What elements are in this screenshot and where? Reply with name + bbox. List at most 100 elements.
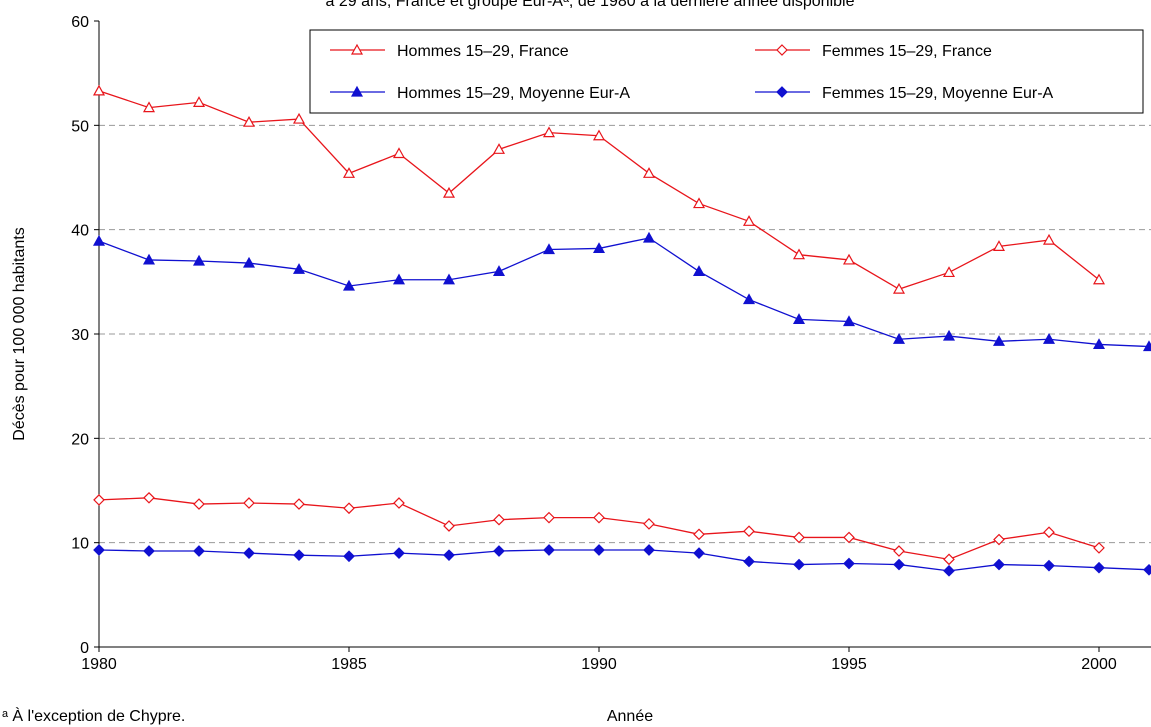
marker bbox=[443, 549, 455, 562]
marker bbox=[892, 282, 906, 294]
x-tick-label: 1990 bbox=[581, 656, 617, 673]
marker bbox=[143, 491, 155, 504]
marker bbox=[542, 126, 556, 138]
marker bbox=[692, 265, 706, 276]
y-axis-label: Décès pour 100 000 habitants bbox=[11, 227, 28, 440]
legend-label: Hommes 15–29, France bbox=[397, 43, 569, 60]
marker bbox=[193, 545, 205, 557]
marker bbox=[793, 531, 805, 544]
y-tick-label: 50 bbox=[71, 118, 89, 135]
marker bbox=[392, 147, 406, 159]
marker bbox=[993, 533, 1005, 546]
marker bbox=[842, 315, 856, 327]
marker bbox=[92, 234, 106, 246]
marker bbox=[892, 332, 906, 344]
y-tick-label: 20 bbox=[71, 431, 89, 448]
marker bbox=[842, 253, 856, 265]
legend-label: Femmes 15–29, France bbox=[822, 43, 992, 60]
marker bbox=[93, 494, 105, 506]
marker bbox=[193, 498, 205, 510]
marker bbox=[442, 273, 456, 285]
marker bbox=[343, 550, 355, 563]
marker bbox=[1043, 526, 1055, 539]
marker bbox=[493, 545, 505, 557]
marker bbox=[992, 335, 1006, 346]
marker bbox=[1142, 340, 1151, 352]
marker bbox=[1042, 233, 1056, 245]
footnote: ᵃ À l'exception de Chypre. bbox=[2, 706, 185, 725]
y-tick-label: 0 bbox=[80, 640, 89, 657]
chart-title: à 29 ans, France et groupe Eur-Aᵃ, de 19… bbox=[326, 0, 855, 10]
series-line bbox=[98, 237, 1150, 348]
marker bbox=[843, 557, 855, 570]
marker bbox=[1042, 332, 1056, 344]
y-tick-label: 30 bbox=[71, 327, 89, 344]
marker bbox=[93, 544, 105, 556]
legend-marker bbox=[776, 86, 788, 98]
legend-box bbox=[309, 29, 1144, 114]
legend-label: Hommes 15–29, Moyenne Eur-A bbox=[397, 85, 630, 102]
marker bbox=[492, 265, 506, 276]
marker bbox=[843, 531, 855, 544]
marker bbox=[1092, 273, 1106, 285]
marker bbox=[542, 243, 556, 255]
legend: Hommes 15–29, France Femmes 15–29, France… bbox=[309, 29, 1144, 114]
marker bbox=[942, 329, 956, 341]
marker bbox=[742, 215, 756, 226]
marker bbox=[693, 547, 705, 559]
marker bbox=[742, 293, 756, 305]
marker bbox=[142, 253, 156, 265]
marker bbox=[642, 167, 656, 178]
marker bbox=[242, 115, 256, 127]
marker bbox=[743, 525, 755, 538]
marker bbox=[1093, 561, 1105, 574]
marker bbox=[893, 558, 905, 571]
marker bbox=[593, 511, 605, 524]
y-tick-label: 40 bbox=[71, 223, 89, 240]
marker bbox=[593, 544, 605, 556]
marker bbox=[293, 549, 305, 562]
marker bbox=[142, 101, 156, 113]
marker bbox=[342, 167, 356, 178]
marker bbox=[793, 558, 805, 571]
marker bbox=[642, 231, 656, 243]
marker bbox=[743, 555, 755, 568]
legend-marker bbox=[350, 43, 364, 55]
y-tick-label: 60 bbox=[71, 14, 89, 31]
legend-marker bbox=[776, 44, 788, 56]
marker bbox=[943, 553, 955, 566]
marker bbox=[192, 254, 206, 266]
marker bbox=[992, 240, 1006, 251]
marker bbox=[292, 263, 306, 274]
marker bbox=[393, 547, 405, 559]
marker bbox=[343, 502, 355, 515]
x-tick-label: 2000 bbox=[1081, 656, 1117, 673]
marker bbox=[392, 273, 406, 285]
marker bbox=[192, 96, 206, 107]
legend-label: Femmes 15–29, Moyenne Eur-A bbox=[822, 85, 1054, 102]
marker bbox=[293, 498, 305, 510]
marker bbox=[92, 84, 106, 96]
y-tick-label: 10 bbox=[71, 536, 89, 553]
marker bbox=[1043, 559, 1055, 572]
marker bbox=[643, 518, 655, 530]
marker bbox=[292, 112, 306, 124]
x-tick-label: 1985 bbox=[331, 656, 367, 673]
marker bbox=[942, 266, 956, 278]
x-axis-label: Année bbox=[607, 708, 653, 725]
marker bbox=[342, 279, 356, 291]
marker bbox=[592, 129, 606, 141]
marker bbox=[242, 256, 256, 268]
marker bbox=[143, 545, 155, 557]
marker bbox=[893, 545, 905, 557]
marker bbox=[442, 186, 456, 198]
marker bbox=[1093, 542, 1105, 554]
marker bbox=[592, 242, 606, 254]
legend-marker bbox=[350, 85, 364, 97]
marker bbox=[493, 513, 505, 526]
marker bbox=[643, 544, 655, 556]
marker bbox=[792, 248, 806, 260]
marker bbox=[792, 313, 806, 324]
marker bbox=[693, 528, 705, 541]
